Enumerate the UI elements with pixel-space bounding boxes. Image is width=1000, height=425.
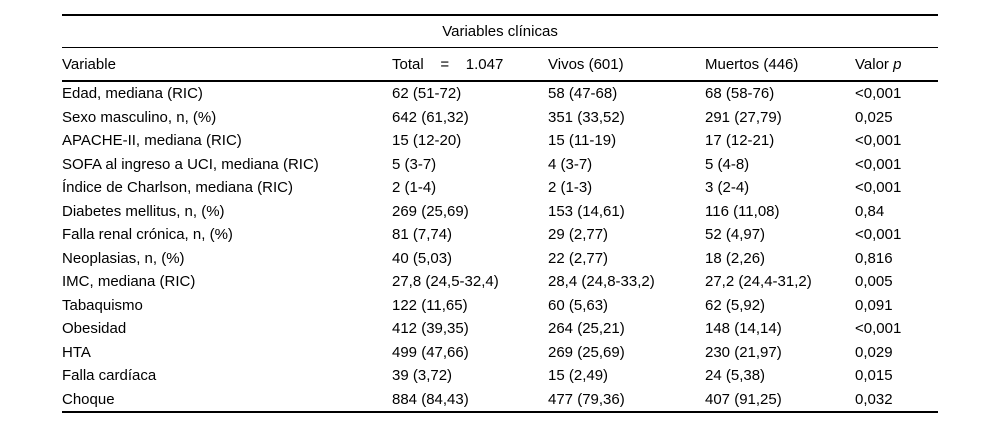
cell-total: 269 (25,69) — [392, 202, 469, 220]
table-row: Diabetes mellitus, n, (%) 269 (25,69) 153 … — [62, 200, 938, 224]
cell-muertos: 5 (4-8) — [705, 155, 750, 173]
cell-vivos: 351 (33,52) — [548, 108, 625, 126]
cell-vivos: 28,4 (24,8-33,2) — [548, 273, 655, 291]
cell-variable: SOFA al ingreso a UCI, mediana (RIC) — [62, 155, 319, 173]
cell-total: 40 (5,03) — [392, 249, 453, 267]
cell-muertos: 3 (2-4) — [705, 179, 750, 197]
cell-muertos: 24 (5,38) — [705, 367, 766, 385]
cell-p: 0,091 — [855, 296, 893, 314]
cell-variable: Falla renal crónica, n, (%) — [62, 226, 233, 244]
table-header-row: Variable Total = 1.047 Vivos (601) Muert… — [62, 47, 939, 82]
cell-variable: Falla cardíaca — [62, 367, 157, 385]
column-header-valor-p: Valor p — [855, 47, 939, 82]
p-label: p — [893, 55, 902, 73]
cell-total: 412 (39,35) — [392, 320, 469, 338]
table-row: Tabaquismo 122 (11,65) 60 (5,63) 62 (5,92) 0… — [62, 294, 938, 318]
clinical-variables-table: Variables clínicas Variable Total = 1.04… — [62, 14, 939, 413]
cell-total: 884 (84,43) — [392, 390, 469, 408]
cell-total: 62 (51-72) — [392, 85, 462, 103]
cell-total: 39 (3,72) — [392, 367, 453, 385]
cell-p: <0,001 — [855, 226, 902, 244]
cell-p: 0,025 — [855, 108, 893, 126]
cell-muertos: 52 (4,97) — [705, 226, 766, 244]
cell-p: 0,029 — [855, 343, 893, 361]
column-header-variable: Variable — [62, 47, 392, 82]
cell-total: 5 (3-7) — [392, 155, 437, 173]
valor-label: Valor — [855, 55, 889, 73]
cell-variable: Edad, mediana (RIC) — [62, 85, 203, 103]
cell-variable: Obesidad — [62, 320, 127, 338]
cell-variable: Choque — [62, 390, 115, 408]
cell-muertos: 230 (21,97) — [705, 343, 782, 361]
cell-muertos: 68 (58-76) — [705, 85, 775, 103]
cell-vivos: 15 (11-19) — [548, 132, 617, 150]
cell-p: 0,84 — [855, 202, 885, 220]
cell-variable: HTA — [62, 343, 91, 361]
cell-p: 0,005 — [855, 273, 893, 291]
table-row: Falla cardíaca 39 (3,72) 15 (2,49) 24 (5,38… — [62, 364, 938, 388]
cell-variable: Índice de Charlson, mediana (RIC) — [62, 179, 293, 197]
cell-p: <0,001 — [855, 155, 902, 173]
cell-vivos: 2 (1-3) — [548, 179, 593, 197]
table-body: Edad, mediana (RIC) 62 (51-72) 58 (47-68) 6… — [62, 81, 938, 412]
cell-vivos: 29 (2,77) — [548, 226, 609, 244]
cell-variable: IMC, mediana (RIC) — [62, 273, 196, 291]
table-row: HTA 499 (47,66) 269 (25,69) 230 (21,97) 0,02… — [62, 341, 938, 365]
cell-muertos: 148 (14,14) — [705, 320, 782, 338]
column-header-total: Total = 1.047 — [392, 47, 548, 82]
table-row: SOFA al ingreso a UCI, mediana (RIC) 5 (3… — [62, 153, 938, 177]
table-row: IMC, mediana (RIC) 27,8 (24,5-32,4) 28,4 (… — [62, 270, 938, 294]
cell-variable: Diabetes mellitus, n, (%) — [62, 202, 225, 220]
cell-p: <0,001 — [855, 179, 902, 197]
table-row: Índice de Charlson, mediana (RIC) 2 (1-4)… — [62, 176, 938, 200]
table-row: Falla renal crónica, n, (%) 81 (7,74) 29 (… — [62, 223, 938, 247]
cell-total: 27,8 (24,5-32,4) — [392, 273, 499, 291]
cell-variable: APACHE-II, mediana (RIC) — [62, 132, 242, 150]
cell-total: 499 (47,66) — [392, 343, 469, 361]
cell-vivos: 477 (79,36) — [548, 390, 625, 408]
cell-p: <0,001 — [855, 85, 902, 103]
cell-vivos: 15 (2,49) — [548, 367, 609, 385]
table-row: Obesidad 412 (39,35) 264 (25,21) 148 (14,14… — [62, 317, 938, 341]
cell-total: 81 (7,74) — [392, 226, 453, 244]
cell-vivos: 269 (25,69) — [548, 343, 625, 361]
table-row: Edad, mediana (RIC) 62 (51-72) 58 (47-68) 6… — [62, 81, 938, 106]
column-header-muertos: Muertos (446) — [705, 47, 855, 82]
table-row: Choque 884 (84,43) 477 (79,36) 407 (91,25) 0… — [62, 388, 938, 413]
cell-total: 15 (12-20) — [392, 132, 462, 150]
cell-muertos: 18 (2,26) — [705, 249, 766, 267]
cell-p: 0,015 — [855, 367, 893, 385]
table-row: APACHE-II, mediana (RIC) 15 (12-20) 15 (11… — [62, 129, 938, 153]
cell-muertos: 62 (5,92) — [705, 296, 766, 314]
cell-p: <0,001 — [855, 132, 902, 150]
cell-p: 0,032 — [855, 390, 893, 408]
cell-p: <0,001 — [855, 320, 902, 338]
table-row: Sexo masculino, n, (%) 642 (61,32) 351 (33… — [62, 106, 938, 130]
cell-vivos: 60 (5,63) — [548, 296, 609, 314]
table-row: Neoplasias, n, (%) 40 (5,03) 22 (2,77) 18 (… — [62, 247, 938, 271]
cell-muertos: 116 (11,08) — [705, 202, 780, 220]
column-header-vivos: Vivos (601) — [548, 47, 705, 82]
cell-muertos: 291 (27,79) — [705, 108, 782, 126]
cell-vivos: 4 (3-7) — [548, 155, 593, 173]
cell-variable: Tabaquismo — [62, 296, 143, 314]
cell-muertos: 407 (91,25) — [705, 390, 782, 408]
cell-p: 0,816 — [855, 249, 893, 267]
cell-vivos: 58 (47-68) — [548, 85, 618, 103]
table-title-row: Variables clínicas — [62, 15, 939, 48]
cell-muertos: 17 (12-21) — [705, 132, 775, 150]
cell-variable: Sexo masculino, n, (%) — [62, 108, 217, 126]
cell-total: 122 (11,65) — [392, 296, 468, 314]
cell-vivos: 264 (25,21) — [548, 320, 625, 338]
cell-total: 2 (1-4) — [392, 179, 437, 197]
cell-vivos: 22 (2,77) — [548, 249, 609, 267]
cell-variable: Neoplasias, n, (%) — [62, 249, 185, 267]
cell-vivos: 153 (14,61) — [548, 202, 625, 220]
cell-total: 642 (61,32) — [392, 108, 469, 126]
table-title: Variables clínicas — [62, 15, 939, 48]
cell-muertos: 27,2 (24,4-31,2) — [705, 273, 812, 291]
